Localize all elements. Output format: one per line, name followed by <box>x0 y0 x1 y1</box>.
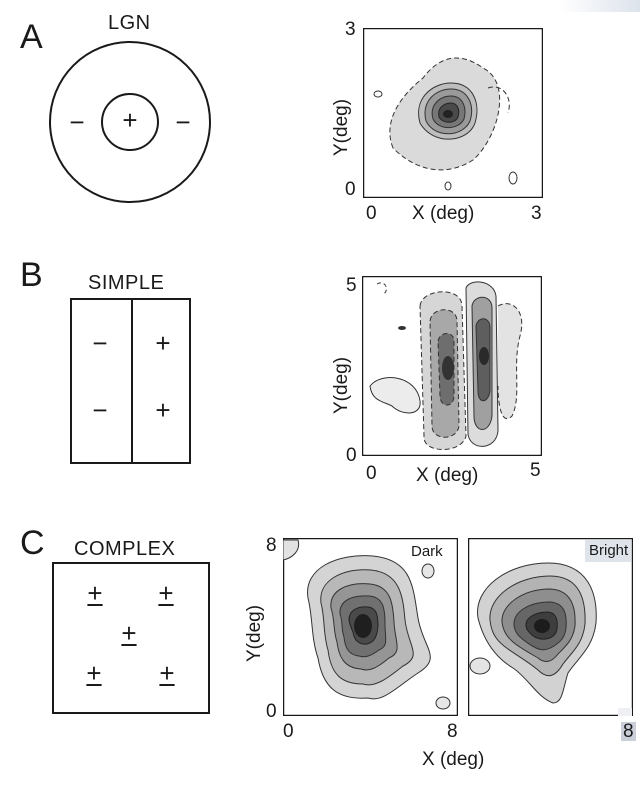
complex-dark-contour-map <box>283 538 458 716</box>
map-c-x-mid: 8 <box>447 721 458 742</box>
map-b-y-min: 0 <box>346 445 357 466</box>
panel-b-letter: B <box>20 256 43 294</box>
map-b-x-label: X (deg) <box>416 465 479 486</box>
complex-sign-center: + <box>121 618 137 648</box>
dark-map-tag: Dark <box>411 543 443 560</box>
lgn-surround-sign-right: − <box>175 107 191 137</box>
complex-sign-bottom-left: + <box>86 658 102 688</box>
complex-sign-top-left: + <box>87 578 103 608</box>
map-c-x-label: X (deg) <box>422 749 485 770</box>
panel-c-letter: C <box>20 524 45 562</box>
panel-b-title: SIMPLE <box>88 272 165 294</box>
map-c-x-min: 0 <box>283 721 294 742</box>
simple-contour-map <box>362 276 542 456</box>
panel-a-letter: A <box>20 18 43 56</box>
map-c-y-label: Y(deg) <box>244 604 265 662</box>
map-a-x-max: 3 <box>531 203 542 224</box>
map-c-y-min: 0 <box>266 701 277 722</box>
lgn-center-circle <box>101 93 159 151</box>
map-a-y-max: 3 <box>345 19 356 40</box>
lgn-surround-sign-left: − <box>69 107 85 137</box>
simple-receptive-field-box <box>70 298 191 464</box>
bright-map-tag: Bright <box>589 542 629 559</box>
map-b-x-min: 0 <box>366 463 377 484</box>
complex-receptive-field-box <box>52 562 210 714</box>
simple-on-sign-upper: + <box>155 328 171 358</box>
complex-bright-contour-map <box>468 538 633 716</box>
simple-off-sign-upper: − <box>92 328 108 358</box>
map-b-y-label: Y(deg) <box>331 356 352 414</box>
simple-on-sign-lower: + <box>155 395 171 425</box>
lgn-surround-circle <box>49 41 211 203</box>
simple-field-divider <box>131 300 133 462</box>
lgn-receptive-field-diagram <box>49 41 211 203</box>
map-c-y-max: 8 <box>266 535 277 556</box>
map-a-y-label: Y(deg) <box>331 98 352 156</box>
simple-off-sign-lower: − <box>92 395 108 425</box>
scan-edge-shading <box>560 0 640 12</box>
complex-sign-bottom-right: + <box>159 658 175 688</box>
map-b-y-max: 5 <box>346 275 357 296</box>
map-a-x-label: X (deg) <box>412 203 475 224</box>
map-a-x-min: 0 <box>366 203 377 224</box>
map-a-y-min: 0 <box>345 179 356 200</box>
panel-c-title: COMPLEX <box>74 538 176 560</box>
lgn-contour-map <box>363 28 543 198</box>
map-c-x-max: 8 <box>621 721 636 742</box>
lgn-center-sign: + <box>122 105 138 135</box>
complex-sign-top-right: + <box>158 578 174 608</box>
panel-a-title: LGN <box>108 12 151 34</box>
map-b-x-max: 5 <box>530 460 541 481</box>
